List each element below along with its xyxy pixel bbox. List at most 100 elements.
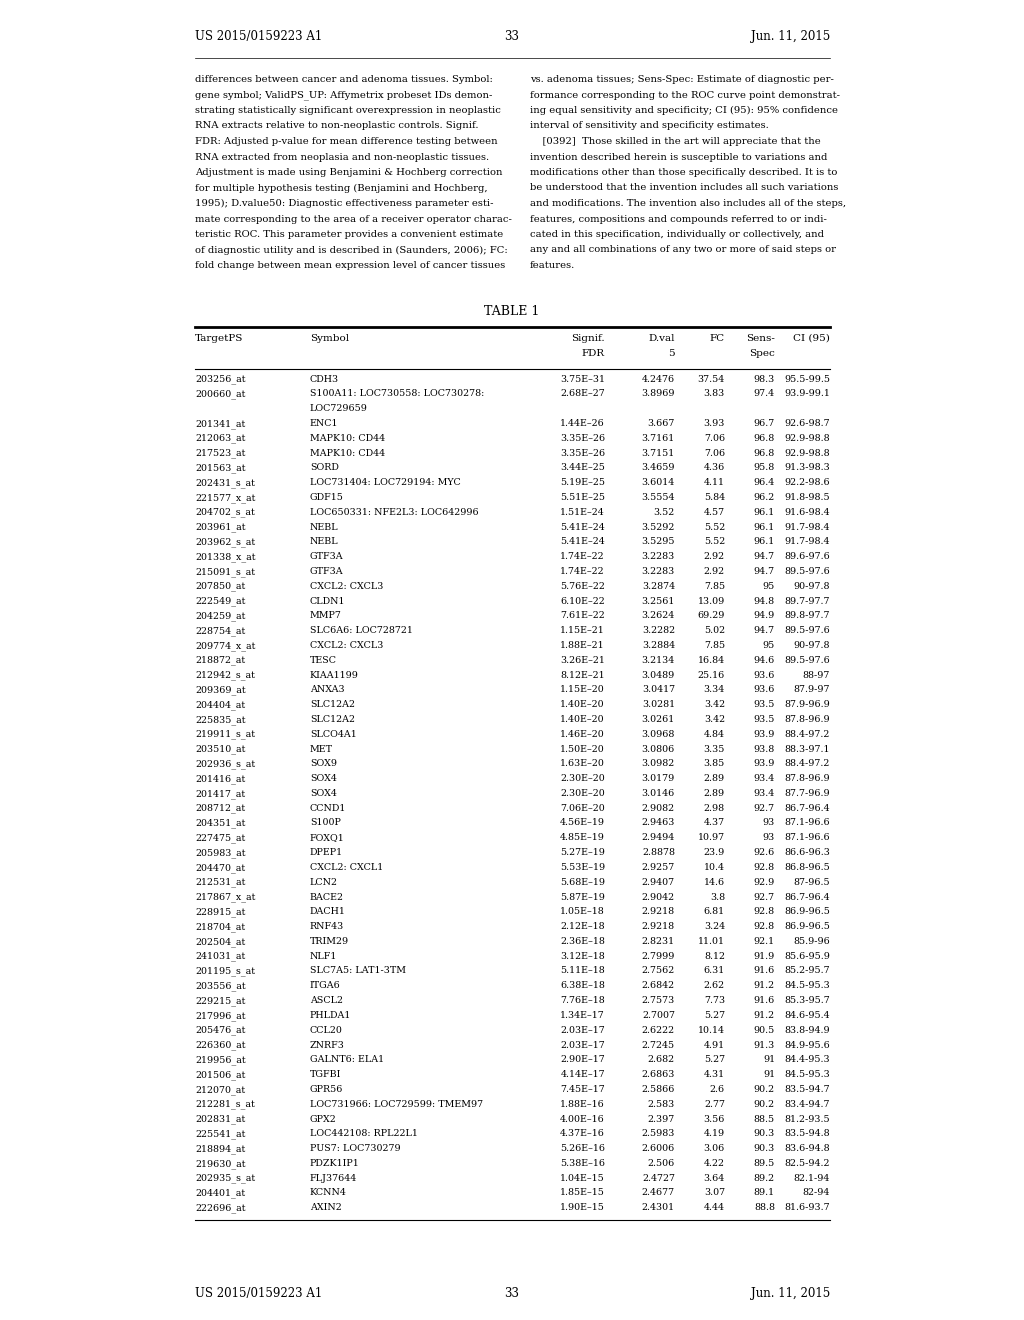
- Text: 3.4659: 3.4659: [641, 463, 675, 473]
- Text: 202935_s_at: 202935_s_at: [195, 1173, 255, 1184]
- Text: 3.56: 3.56: [703, 1114, 725, 1123]
- Text: 92.9-98.8: 92.9-98.8: [784, 434, 830, 442]
- Text: LOC650331: NFE2L3: LOC642996: LOC650331: NFE2L3: LOC642996: [310, 508, 478, 516]
- Text: 226360_at: 226360_at: [195, 1040, 246, 1051]
- Text: 201416_at: 201416_at: [195, 774, 246, 784]
- Text: [0392]  Those skilled in the art will appreciate that the: [0392] Those skilled in the art will app…: [530, 137, 821, 147]
- Text: Sens-: Sens-: [746, 334, 775, 343]
- Text: teristic ROC. This parameter provides a convenient estimate: teristic ROC. This parameter provides a …: [195, 230, 503, 239]
- Text: 227475_at: 227475_at: [195, 833, 246, 843]
- Text: 87.8-96.9: 87.8-96.9: [784, 715, 830, 723]
- Text: 218894_at: 218894_at: [195, 1144, 246, 1154]
- Text: DACH1: DACH1: [310, 907, 346, 916]
- Text: fold change between mean expression level of cancer tissues: fold change between mean expression leve…: [195, 261, 505, 271]
- Text: 88.8: 88.8: [754, 1204, 775, 1212]
- Text: ZNRF3: ZNRF3: [310, 1040, 345, 1049]
- Text: 219911_s_at: 219911_s_at: [195, 730, 255, 739]
- Text: NLF1: NLF1: [310, 952, 337, 961]
- Text: LOC731966: LOC729599: TMEM97: LOC731966: LOC729599: TMEM97: [310, 1100, 483, 1109]
- Text: differences between cancer and adenoma tissues. Symbol:: differences between cancer and adenoma t…: [195, 75, 493, 84]
- Text: 3.35E–26: 3.35E–26: [560, 434, 605, 442]
- Text: 91.6: 91.6: [754, 997, 775, 1005]
- Text: 83.5-94.8: 83.5-94.8: [784, 1130, 830, 1138]
- Text: 3.2561: 3.2561: [642, 597, 675, 606]
- Text: GPX2: GPX2: [310, 1114, 337, 1123]
- Text: 7.85: 7.85: [703, 642, 725, 649]
- Text: 1995); D.value50: Diagnostic effectiveness parameter esti-: 1995); D.value50: Diagnostic effectivene…: [195, 199, 494, 209]
- Text: Spec: Spec: [750, 348, 775, 358]
- Text: 95: 95: [763, 642, 775, 649]
- Text: GTF3A: GTF3A: [310, 552, 344, 561]
- Text: 93.4: 93.4: [754, 789, 775, 797]
- Text: 201195_s_at: 201195_s_at: [195, 966, 255, 977]
- Text: 95: 95: [763, 582, 775, 591]
- Text: SORD: SORD: [310, 463, 339, 473]
- Text: 6.81: 6.81: [703, 907, 725, 916]
- Text: 11.01: 11.01: [698, 937, 725, 946]
- Text: 2.6: 2.6: [710, 1085, 725, 1094]
- Text: 89.5-97.6: 89.5-97.6: [784, 626, 830, 635]
- Text: 5.19E–25: 5.19E–25: [560, 478, 605, 487]
- Text: 2.6222: 2.6222: [642, 1026, 675, 1035]
- Text: 91.3-98.3: 91.3-98.3: [784, 463, 830, 473]
- Text: 89.5: 89.5: [754, 1159, 775, 1168]
- Text: 2.9042: 2.9042: [642, 892, 675, 902]
- Text: 2.30E–20: 2.30E–20: [560, 774, 605, 783]
- Text: interval of sensitivity and specificity estimates.: interval of sensitivity and specificity …: [530, 121, 769, 131]
- Text: 86.6-96.3: 86.6-96.3: [784, 849, 830, 857]
- Text: 2.6842: 2.6842: [642, 981, 675, 990]
- Text: 3.2283: 3.2283: [642, 566, 675, 576]
- Text: SLCO4A1: SLCO4A1: [310, 730, 356, 739]
- Text: 88.4-97.2: 88.4-97.2: [784, 759, 830, 768]
- Text: 3.83: 3.83: [703, 389, 725, 399]
- Text: 2.9494: 2.9494: [642, 833, 675, 842]
- Text: 91.7-98.4: 91.7-98.4: [784, 523, 830, 532]
- Text: 92.8: 92.8: [754, 863, 775, 873]
- Text: 1.40E–20: 1.40E–20: [560, 715, 605, 723]
- Text: 96.4: 96.4: [754, 478, 775, 487]
- Text: invention described herein is susceptible to variations and: invention described herein is susceptibl…: [530, 153, 827, 161]
- Text: 3.0489: 3.0489: [642, 671, 675, 680]
- Text: 94.6: 94.6: [754, 656, 775, 665]
- Text: 1.34E–17: 1.34E–17: [560, 1011, 605, 1020]
- Text: 3.35E–26: 3.35E–26: [560, 449, 605, 458]
- Text: 87.9-97: 87.9-97: [794, 685, 830, 694]
- Text: 2.4727: 2.4727: [642, 1173, 675, 1183]
- Text: PUS7: LOC730279: PUS7: LOC730279: [310, 1144, 400, 1154]
- Text: 3.2874: 3.2874: [642, 582, 675, 591]
- Text: 93.6: 93.6: [754, 671, 775, 680]
- Text: 86.9-96.5: 86.9-96.5: [784, 923, 830, 931]
- Text: Signif.: Signif.: [571, 334, 605, 343]
- Text: 91.6-98.4: 91.6-98.4: [784, 508, 830, 516]
- Text: 7.06E–20: 7.06E–20: [560, 804, 605, 813]
- Text: MMP7: MMP7: [310, 611, 342, 620]
- Text: 2.36E–18: 2.36E–18: [560, 937, 605, 946]
- Text: 97.4: 97.4: [754, 389, 775, 399]
- Text: 96.1: 96.1: [754, 537, 775, 546]
- Text: 2.62: 2.62: [703, 981, 725, 990]
- Text: 3.34: 3.34: [703, 685, 725, 694]
- Text: D.val: D.val: [648, 334, 675, 343]
- Text: 2.9463: 2.9463: [642, 818, 675, 828]
- Text: 83.8-94.9: 83.8-94.9: [784, 1026, 830, 1035]
- Text: 201563_at: 201563_at: [195, 463, 246, 473]
- Text: 94.7: 94.7: [754, 552, 775, 561]
- Text: CCL20: CCL20: [310, 1026, 343, 1035]
- Text: 2.9082: 2.9082: [642, 804, 675, 813]
- Text: 2.68E–27: 2.68E–27: [560, 389, 605, 399]
- Text: 85.6-95.9: 85.6-95.9: [784, 952, 830, 961]
- Text: 7.45E–17: 7.45E–17: [560, 1085, 605, 1094]
- Text: 3.0179: 3.0179: [642, 774, 675, 783]
- Text: vs. adenoma tissues; Sens-Spec: Estimate of diagnostic per-: vs. adenoma tissues; Sens-Spec: Estimate…: [530, 75, 834, 84]
- Text: CLDN1: CLDN1: [310, 597, 345, 606]
- Text: 93.9: 93.9: [754, 730, 775, 739]
- Text: 3.2884: 3.2884: [642, 642, 675, 649]
- Text: 2.89: 2.89: [703, 789, 725, 797]
- Text: S100A11: LOC730558: LOC730278:: S100A11: LOC730558: LOC730278:: [310, 389, 484, 399]
- Text: TGFBI: TGFBI: [310, 1071, 341, 1080]
- Text: 33: 33: [505, 1287, 519, 1300]
- Text: 37.54: 37.54: [697, 375, 725, 384]
- Text: 5.52: 5.52: [703, 537, 725, 546]
- Text: S100P: S100P: [310, 818, 341, 828]
- Text: 2.77: 2.77: [705, 1100, 725, 1109]
